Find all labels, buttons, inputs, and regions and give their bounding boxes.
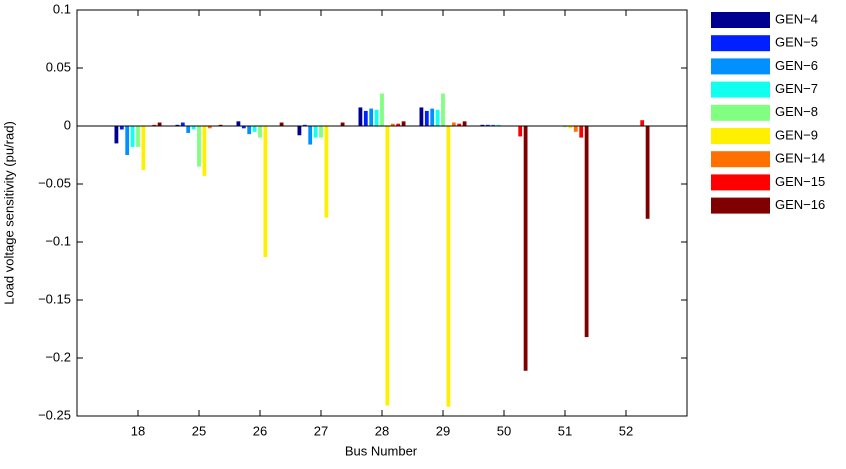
bar	[441, 94, 445, 126]
bar	[247, 126, 251, 134]
y-tick-label: −0.05	[38, 175, 71, 190]
legend-swatch	[711, 198, 770, 214]
bar	[579, 126, 583, 138]
y-tick-label: 0	[64, 117, 71, 132]
y-tick-label: −0.2	[45, 349, 71, 364]
legend-swatch	[711, 151, 770, 167]
x-tick-label: 26	[253, 423, 267, 438]
bar	[359, 107, 363, 126]
legend-swatch	[711, 82, 770, 98]
legend-label: GEN−8	[775, 104, 818, 119]
bar	[308, 126, 312, 145]
legend-label: GEN−9	[775, 127, 818, 142]
bar	[298, 126, 302, 135]
bar	[197, 126, 201, 167]
x-axis-label: Bus Number	[345, 443, 418, 458]
legend-label: GEN−15	[775, 174, 825, 189]
bar	[158, 123, 162, 126]
bar	[181, 123, 185, 126]
bar	[264, 126, 268, 257]
y-tick-label: 0.05	[46, 59, 71, 74]
bar	[452, 123, 456, 126]
legend-swatch	[711, 174, 770, 190]
legend-swatch	[711, 35, 770, 51]
legend-swatch	[711, 58, 770, 74]
x-tick-label: 52	[619, 423, 633, 438]
legend-label: GEN−14	[775, 151, 825, 166]
bar	[186, 126, 190, 133]
legend-label: GEN−7	[775, 81, 818, 96]
bar	[203, 126, 207, 176]
bar	[524, 126, 528, 371]
bar	[136, 126, 140, 147]
y-tick-label: −0.15	[38, 291, 71, 306]
legend-label: GEN−16	[775, 197, 825, 212]
y-tick-label: −0.25	[38, 407, 71, 422]
bar	[253, 126, 257, 132]
bar	[430, 109, 434, 126]
bar	[325, 126, 329, 218]
bar	[341, 123, 345, 126]
x-tick-label: 50	[497, 423, 511, 438]
bar	[402, 121, 406, 126]
bar	[192, 126, 196, 129]
legend-label: GEN−5	[775, 35, 818, 50]
bar	[640, 120, 644, 126]
bar	[518, 126, 522, 136]
bar	[425, 111, 429, 126]
bar	[585, 126, 589, 337]
bar	[142, 126, 146, 170]
legend-swatch	[711, 128, 770, 144]
bar	[319, 126, 323, 138]
bar	[125, 126, 129, 155]
bar	[131, 126, 135, 147]
legend-label: GEN−6	[775, 58, 818, 73]
legend-swatch	[711, 105, 770, 121]
bar	[314, 126, 318, 138]
y-tick-label: 0.1	[53, 1, 71, 16]
y-axis-label: Load voltage sensitivity (pu/rad)	[1, 121, 16, 305]
x-tick-label: 51	[558, 423, 572, 438]
y-tick-label: −0.1	[45, 233, 71, 248]
bar	[463, 121, 467, 126]
bar	[574, 126, 578, 132]
bar	[120, 126, 124, 129]
x-tick-label: 27	[314, 423, 328, 438]
x-tick-label: 18	[131, 423, 145, 438]
bar	[375, 110, 379, 126]
x-tick-label: 28	[375, 423, 389, 438]
bar	[447, 126, 451, 407]
bar	[380, 94, 384, 126]
bar	[369, 109, 373, 126]
legend-swatch	[711, 12, 770, 28]
bar	[646, 126, 650, 219]
legend-label: GEN−4	[775, 11, 818, 26]
x-tick-label: 29	[436, 423, 450, 438]
bar	[436, 110, 440, 126]
bar	[258, 126, 262, 138]
bar	[115, 126, 119, 143]
bar	[386, 126, 390, 406]
bar	[237, 121, 241, 126]
bar	[280, 123, 284, 126]
bar	[364, 111, 368, 126]
bar	[420, 107, 424, 126]
x-tick-label: 25	[192, 423, 206, 438]
